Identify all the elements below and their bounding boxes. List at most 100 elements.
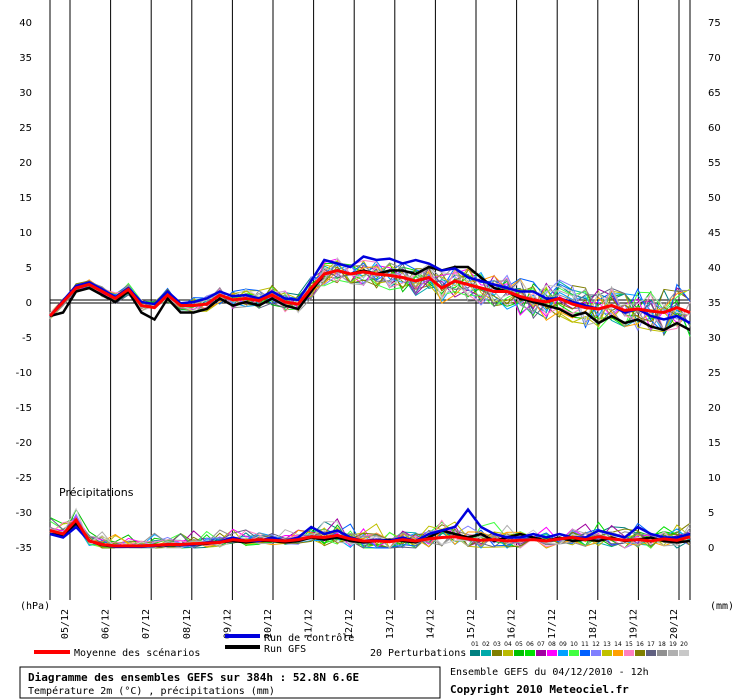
perturbation-swatch bbox=[536, 650, 546, 656]
temp-line-run-de-contr-le bbox=[49, 255, 691, 325]
perturbation-swatch bbox=[591, 650, 601, 656]
y-tick-label-right: 50 bbox=[708, 193, 721, 204]
perturbation-swatch bbox=[624, 650, 634, 656]
perturbation-number: 14 bbox=[614, 641, 622, 648]
x-tick-label: 14/12 bbox=[425, 609, 436, 639]
y-tick-label-left: -35 bbox=[16, 543, 32, 554]
perturbation-number: 10 bbox=[570, 641, 578, 648]
perturbation-swatch bbox=[547, 650, 557, 656]
perturbation-number: 11 bbox=[581, 641, 589, 648]
x-axis: 05/12 06/12 07/12 08/12 09/12 10/12 11/12 12/12… bbox=[60, 609, 680, 639]
perturbation-number: 09 bbox=[559, 641, 567, 648]
y-tick-label-right: 35 bbox=[708, 298, 721, 309]
perturbation-swatch bbox=[635, 650, 645, 656]
precip-line-moyenne-des-sc-narios bbox=[49, 517, 691, 548]
y-tick-label-left: 5 bbox=[26, 263, 32, 274]
y-tick-label-left: 40 bbox=[19, 18, 32, 29]
footer-run-info: Ensemble GEFS du 04/12/2010 - 12h bbox=[450, 667, 649, 678]
perturbation-number: 05 bbox=[515, 641, 523, 648]
y-tick-label-right: 70 bbox=[708, 53, 721, 64]
y-tick-label-right: 55 bbox=[708, 158, 721, 169]
perturbation-swatch bbox=[613, 650, 623, 656]
perturbation-number: 01 bbox=[471, 641, 479, 648]
perturbation-number: 02 bbox=[482, 641, 490, 648]
perturbation-swatch bbox=[679, 650, 689, 656]
x-tick-label: 12/12 bbox=[344, 609, 355, 639]
x-tick-label: 19/12 bbox=[628, 609, 639, 639]
x-tick-label: 16/12 bbox=[507, 609, 518, 639]
perturbation-swatch bbox=[668, 650, 678, 656]
y-tick-label-right: 60 bbox=[708, 123, 721, 134]
perturbation-number: 03 bbox=[493, 641, 501, 648]
perturbation-number: 15 bbox=[625, 641, 633, 648]
perturbation-swatch bbox=[657, 650, 667, 656]
perturbation-number: 18 bbox=[658, 641, 666, 648]
y-tick-label-left: 15 bbox=[19, 193, 32, 204]
legend-gfs-label: Run GFS bbox=[264, 644, 306, 655]
y-tick-label-left: 20 bbox=[19, 158, 32, 169]
x-tick-label: 06/12 bbox=[101, 609, 112, 639]
perturbation-swatch bbox=[602, 650, 612, 656]
legend-perturbations-label: 20 Perturbations bbox=[370, 648, 466, 659]
legend-mean-label: Moyenne des scénarios bbox=[74, 647, 200, 659]
perturbation-swatch bbox=[558, 650, 568, 656]
perturbation-number: 06 bbox=[526, 641, 534, 648]
y-tick-label-right: 5 bbox=[708, 508, 714, 519]
x-tick-label: 20/12 bbox=[669, 609, 680, 639]
y-tick-label-left: -25 bbox=[16, 473, 32, 484]
y-tick-label-left: 25 bbox=[19, 123, 32, 134]
y-tick-label-right: 45 bbox=[708, 228, 721, 239]
x-tick-label: 09/12 bbox=[222, 609, 233, 639]
perturbation-swatch bbox=[514, 650, 524, 656]
precip-label: Précipitations bbox=[59, 486, 134, 499]
footer-box bbox=[19, 666, 441, 699]
perturbation-number: 17 bbox=[647, 641, 655, 648]
x-tick-label: 18/12 bbox=[588, 609, 599, 639]
y-tick-label-right: 20 bbox=[708, 403, 721, 414]
y-tick-label-right: 40 bbox=[708, 263, 721, 274]
x-tick-label: 11/12 bbox=[304, 609, 315, 639]
main-series bbox=[48, 255, 691, 548]
y-tick-label-left: 30 bbox=[19, 88, 32, 99]
y-tick-label-right: 0 bbox=[708, 543, 714, 554]
perturbation-number: 08 bbox=[548, 641, 556, 648]
perturbation-number: 20 bbox=[680, 641, 688, 648]
left-unit-label: (hPa) bbox=[20, 601, 50, 612]
legend: Run de contrôle Run GFS Moyenne des scén… bbox=[34, 632, 689, 659]
perturbation-swatch bbox=[492, 650, 502, 656]
perturbation-swatch bbox=[503, 650, 513, 656]
perturbation-swatch bbox=[470, 650, 480, 656]
perturbation-legend: 01 02 03 04 05 06 07 08 09 10 11 12 13 14 15 16 17 18 19 20 bbox=[470, 641, 689, 656]
y-tick-label-left: -10 bbox=[16, 368, 32, 379]
y-tick-label-left: 10 bbox=[19, 228, 32, 239]
perturbation-number: 12 bbox=[592, 641, 600, 648]
y-tick-label-left: -30 bbox=[16, 508, 32, 519]
grid-lines bbox=[49, 0, 691, 600]
footer-copyright: Copyright 2010 Meteociel.fr bbox=[450, 683, 629, 696]
x-tick-label: 15/12 bbox=[466, 609, 477, 639]
perturbation-number: 13 bbox=[603, 641, 611, 648]
x-tick-label: 05/12 bbox=[60, 609, 71, 639]
x-tick-label: 07/12 bbox=[141, 609, 152, 639]
x-tick-label: 10/12 bbox=[263, 609, 274, 639]
y-tick-label-left: -5 bbox=[22, 333, 32, 344]
perturbation-swatch bbox=[580, 650, 590, 656]
y-tick-label-right: 10 bbox=[708, 473, 721, 484]
right-unit-label: (mm) bbox=[710, 601, 734, 612]
perturbation-swatch bbox=[569, 650, 579, 656]
y-axis-left: 40 35 30 25 20 15 10 5 0 -5 -10 -15 -20 -25 -30 -35 bbox=[16, 18, 32, 554]
y-tick-label-left: -20 bbox=[16, 438, 32, 449]
x-tick-label: 13/12 bbox=[385, 609, 396, 639]
y-tick-label-left: 0 bbox=[26, 298, 32, 309]
perturbation-number: 19 bbox=[669, 641, 677, 648]
perturbation-precip-line bbox=[49, 517, 691, 549]
y-tick-label-right: 75 bbox=[708, 18, 721, 29]
y-tick-label-left: 35 bbox=[19, 53, 32, 64]
perturbation-number: 07 bbox=[537, 641, 545, 648]
perturbation-swatch bbox=[525, 650, 535, 656]
perturbation-swatch bbox=[646, 650, 656, 656]
y-tick-label-right: 65 bbox=[708, 88, 721, 99]
y-tick-label-right: 30 bbox=[708, 333, 721, 344]
